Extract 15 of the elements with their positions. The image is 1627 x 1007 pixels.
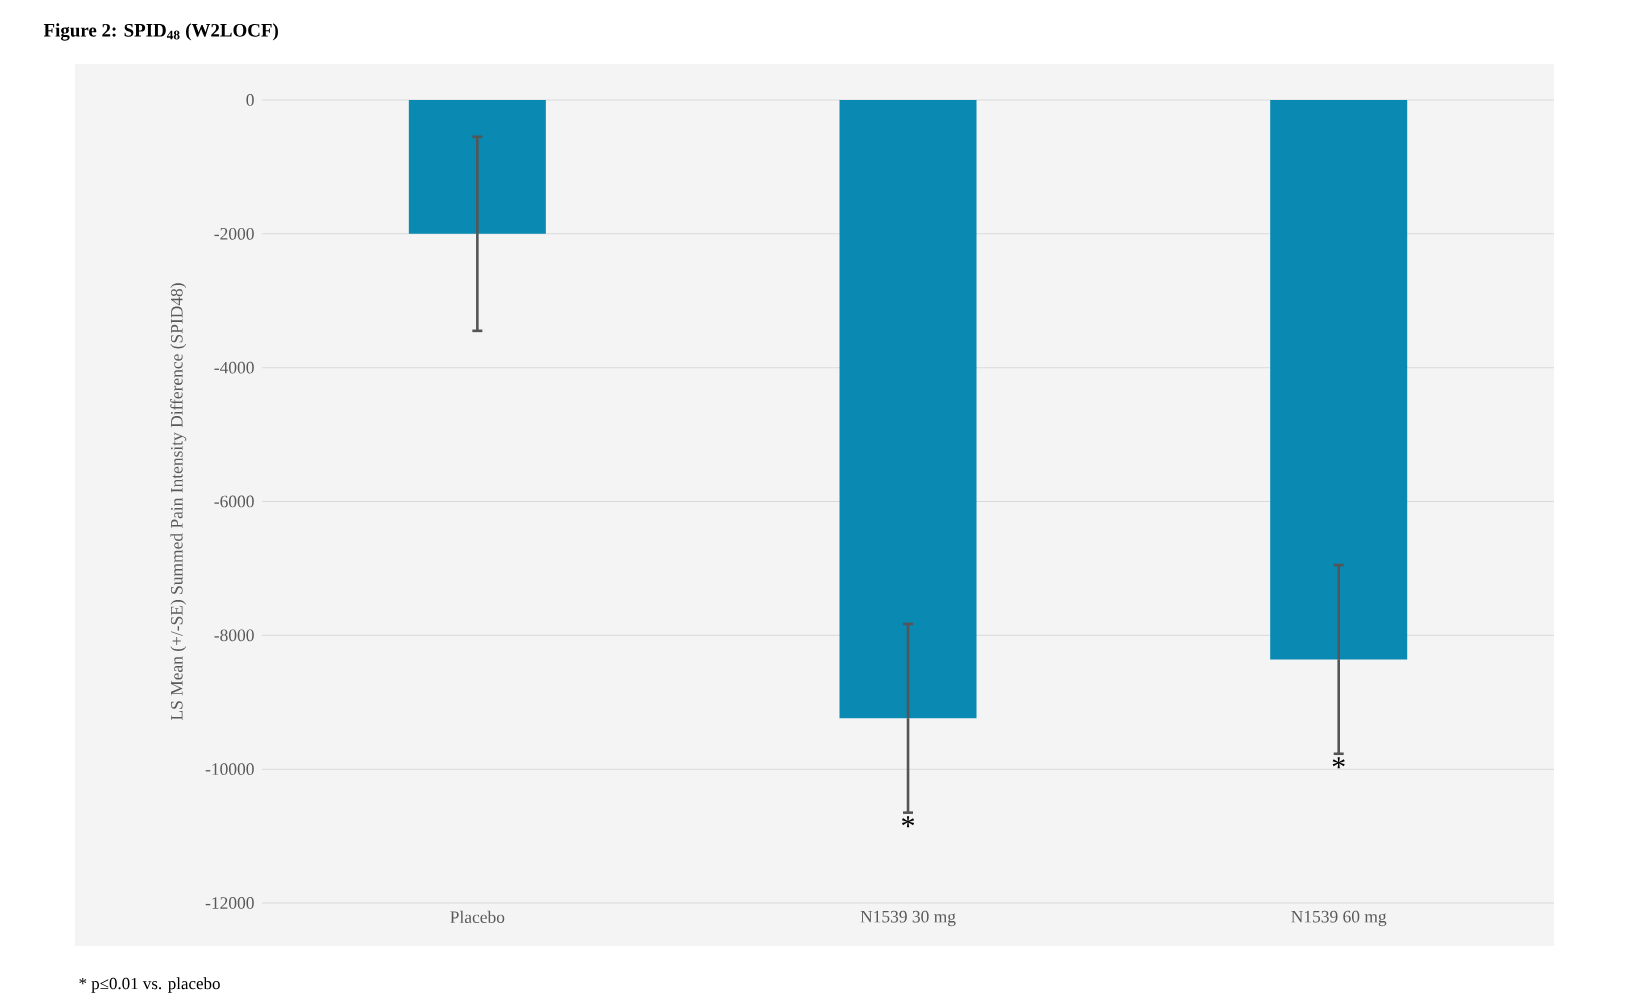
y-tick-label: -10000 [205, 763, 254, 776]
y-axis-title: LS Mean (+/-SE) Summed Pain Intensity Difference (SPID48) [170, 283, 187, 721]
y-tick-label: -6000 [214, 495, 254, 508]
y-tick-label: -2000 [214, 227, 254, 240]
y-tick-label: 0 [246, 94, 254, 106]
x-tick-label: N1539 30 mg [860, 910, 956, 927]
y-tick-label: -4000 [214, 361, 254, 374]
x-tick-label: N1539 60 mg [1291, 910, 1387, 927]
x-tick-label: Placebo [450, 910, 505, 924]
annotation: * [1332, 757, 1345, 769]
annotation: * [902, 816, 915, 828]
y-tick-label: -8000 [214, 629, 254, 642]
chart-title: Figure 2: SPID$_{48}$ (W2LOCF) [43, 23, 278, 41]
text: * p≤0.01 vs. placebo [79, 977, 220, 993]
y-tick-label: -12000 [205, 897, 254, 909]
